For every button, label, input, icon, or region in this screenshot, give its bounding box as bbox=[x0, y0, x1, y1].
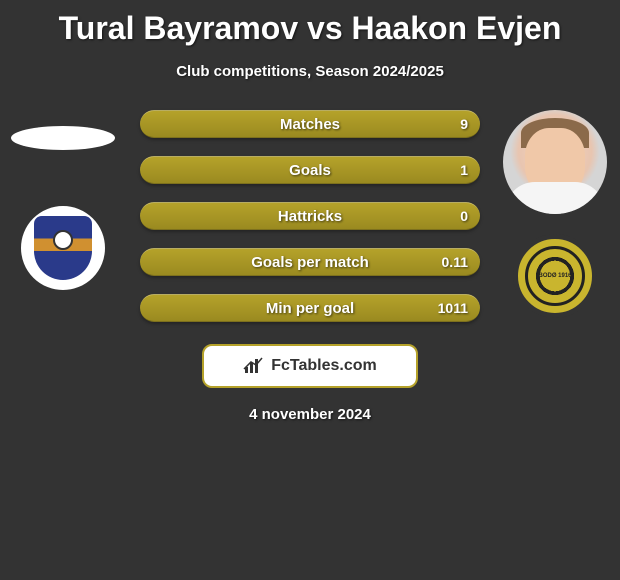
subtitle: Club competitions, Season 2024/2025 bbox=[0, 63, 620, 80]
club-shield-icon bbox=[34, 216, 92, 280]
badge-right-text: BODØ 1916 bbox=[538, 273, 571, 279]
stat-bar: Goals per match 0.11 bbox=[140, 248, 480, 276]
ball-icon bbox=[53, 230, 73, 250]
stat-bar: Min per goal 1011 bbox=[140, 294, 480, 322]
club-badge-left bbox=[21, 206, 105, 290]
vs-text: vs bbox=[307, 10, 343, 46]
stat-value-right: 9 bbox=[460, 116, 468, 132]
player-left-photo bbox=[11, 126, 115, 150]
stat-label: Goals bbox=[140, 162, 480, 179]
date-text: 4 november 2024 bbox=[0, 406, 620, 423]
club-circle-icon: BODØ 1916 bbox=[525, 246, 585, 306]
club-badge-right: BODØ 1916 bbox=[513, 234, 597, 318]
content-area: BODØ 1916 Matches 9 Goals 1 Hattricks 0 … bbox=[0, 110, 620, 423]
comparison-title: Tural Bayramov vs Haakon Evjen bbox=[0, 0, 620, 47]
chart-icon bbox=[243, 357, 265, 375]
shoulders-shape bbox=[505, 182, 605, 214]
stat-value-right: 1 bbox=[460, 162, 468, 178]
left-column bbox=[8, 110, 118, 290]
player-left-name: Tural Bayramov bbox=[59, 10, 299, 46]
stat-label: Goals per match bbox=[140, 254, 480, 271]
stat-label: Min per goal bbox=[140, 300, 480, 317]
brand-box: FcTables.com bbox=[202, 344, 418, 388]
right-column: BODØ 1916 bbox=[500, 110, 610, 318]
stat-value-right: 0 bbox=[460, 208, 468, 224]
stat-bar: Matches 9 bbox=[140, 110, 480, 138]
brand-text: FcTables.com bbox=[271, 357, 377, 375]
stats-list: Matches 9 Goals 1 Hattricks 0 Goals per … bbox=[140, 110, 480, 322]
stat-label: Hattricks bbox=[140, 208, 480, 225]
stat-label: Matches bbox=[140, 116, 480, 133]
player-right-name: Haakon Evjen bbox=[352, 10, 562, 46]
stat-bar: Hattricks 0 bbox=[140, 202, 480, 230]
stat-value-right: 1011 bbox=[438, 300, 468, 316]
stat-bar: Goals 1 bbox=[140, 156, 480, 184]
player-right-photo bbox=[503, 110, 607, 214]
stat-value-right: 0.11 bbox=[442, 254, 468, 270]
